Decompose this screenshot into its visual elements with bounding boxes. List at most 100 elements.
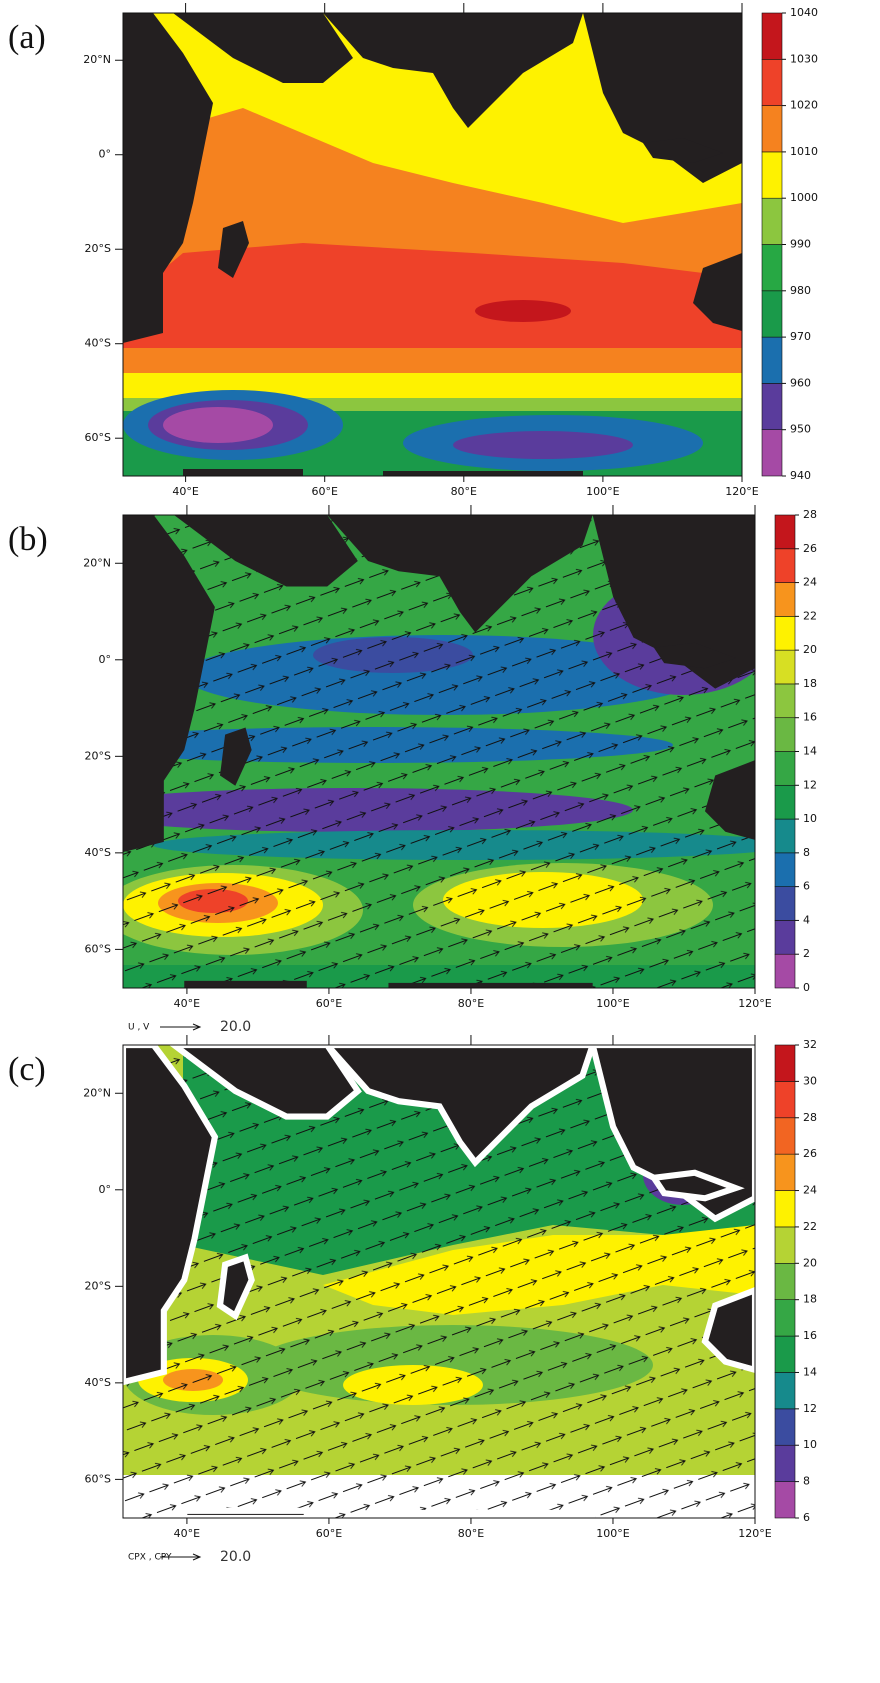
y-tick-label: 60°S (85, 431, 111, 444)
y-tick-label: 0° (99, 653, 112, 666)
colorbar-swatch (774, 751, 796, 786)
y-tick-label: 20°N (83, 556, 111, 569)
colorbar-swatch (774, 1372, 796, 1410)
panel-label: (c) (8, 1051, 46, 1088)
y-tick-label: 60°S (85, 942, 111, 955)
x-tick-label: 120°E (738, 997, 771, 1010)
colorbar-swatch (761, 290, 783, 338)
colorbar-label: 22 (803, 609, 817, 622)
colorbar-swatch (761, 244, 783, 292)
colorbar-label: 12 (803, 1402, 817, 1415)
y-tick-label: 40°S (85, 846, 111, 859)
colorbar-swatch (774, 1335, 796, 1373)
colorbar-label: 32 (803, 1038, 817, 1051)
colorbar-label: 16 (803, 1329, 817, 1342)
plot-frame (122, 12, 743, 477)
y-tick-label: 0° (99, 148, 112, 161)
colorbar-label: 26 (803, 542, 817, 555)
colorbar-swatch (761, 197, 783, 245)
colorbar-label: 1020 (790, 99, 818, 112)
x-tick-label: 120°E (725, 485, 758, 498)
colorbar-label: 16 (803, 711, 817, 724)
y-tick-label: 0° (99, 1183, 112, 1196)
colorbar-swatch (761, 429, 783, 477)
colorbar-label: 12 (803, 778, 817, 791)
colorbar-swatch (774, 852, 796, 887)
colorbar-swatch (774, 1481, 796, 1519)
map-c (123, 1045, 755, 1518)
x-tick-label: 80°E (458, 997, 484, 1010)
colorbar-label: 0 (803, 981, 810, 994)
colorbar-label: 940 (790, 469, 811, 482)
colorbar-swatch (774, 1117, 796, 1155)
x-tick-label: 60°E (316, 1527, 342, 1540)
y-tick-label: 60°S (85, 1472, 111, 1485)
colorbar-swatch (774, 514, 796, 550)
colorbar-swatch (774, 818, 796, 854)
colorbar-swatch (774, 784, 796, 820)
colorbar-label: 10 (803, 812, 817, 825)
plot-frame (122, 1044, 756, 1519)
colorbar-swatch (774, 1444, 796, 1482)
vector-reference-arrow (160, 1553, 202, 1561)
colorbar-swatch (774, 920, 796, 955)
colorbar-label: 22 (803, 1220, 817, 1233)
colorbar-swatch (774, 1226, 796, 1264)
colorbar-label: 20 (803, 643, 817, 656)
colorbar-swatch (774, 953, 796, 989)
x-tick-label: 80°E (458, 1527, 484, 1540)
colorbar-label: 1000 (790, 191, 818, 204)
y-tick-label: 20°S (85, 749, 111, 762)
x-tick-label: 120°E (738, 1527, 771, 1540)
x-tick-label: 100°E (586, 485, 619, 498)
colorbar-swatch (774, 616, 796, 651)
colorbar-label: 28 (803, 508, 817, 521)
colorbar-swatch (774, 649, 796, 685)
vector-reference-arrow (160, 1023, 202, 1031)
colorbar-label: 18 (803, 677, 817, 690)
colorbar-swatch (761, 151, 783, 199)
y-tick-label: 20°N (83, 1086, 111, 1099)
plot-frame (122, 514, 756, 989)
x-tick-label: 100°E (596, 997, 629, 1010)
colorbar-label: 970 (790, 330, 811, 343)
map-b (123, 515, 755, 988)
vector-reference-value: 20.0 (220, 1549, 251, 1565)
colorbar-swatch (774, 548, 796, 583)
y-tick-label: 40°S (85, 1376, 111, 1389)
colorbar-label: 20 (803, 1256, 817, 1269)
colorbar-label: 14 (803, 1365, 817, 1378)
colorbar-label: 950 (790, 423, 811, 436)
colorbar-label: 4 (803, 913, 810, 926)
colorbar-label: 980 (790, 284, 811, 297)
colorbar-swatch (761, 12, 783, 60)
x-tick-label: 60°E (316, 997, 342, 1010)
x-tick-label: 40°E (172, 485, 198, 498)
colorbar-label: 1040 (790, 6, 818, 19)
y-tick-label: 40°S (85, 337, 111, 350)
x-tick-label: 80°E (451, 485, 477, 498)
colorbar-swatch (761, 336, 783, 384)
panel-label: (b) (8, 521, 48, 558)
colorbar-swatch (774, 1190, 796, 1228)
colorbar-label: 1010 (790, 145, 818, 158)
colorbar-label: 18 (803, 1293, 817, 1306)
colorbar-label: 30 (803, 1074, 817, 1087)
colorbar-swatch (774, 1153, 796, 1191)
x-tick-label: 40°E (174, 1527, 200, 1540)
panel-label: (a) (8, 19, 46, 56)
colorbar-swatch (761, 105, 783, 153)
y-tick-label: 20°N (83, 53, 111, 66)
colorbar-swatch (774, 717, 796, 752)
colorbar-label: 6 (803, 1511, 810, 1524)
vector-reference-value: 20.0 (220, 1019, 251, 1035)
colorbar-label: 10 (803, 1438, 817, 1451)
x-tick-label: 40°E (174, 997, 200, 1010)
colorbar-swatch (774, 1299, 796, 1337)
colorbar-label: 990 (790, 238, 811, 251)
y-tick-label: 20°S (85, 242, 111, 255)
colorbar-label: 14 (803, 745, 817, 758)
x-tick-label: 100°E (596, 1527, 629, 1540)
colorbar-label: 2 (803, 947, 810, 960)
vector-reference-label: CPX , CPY (128, 1553, 172, 1563)
